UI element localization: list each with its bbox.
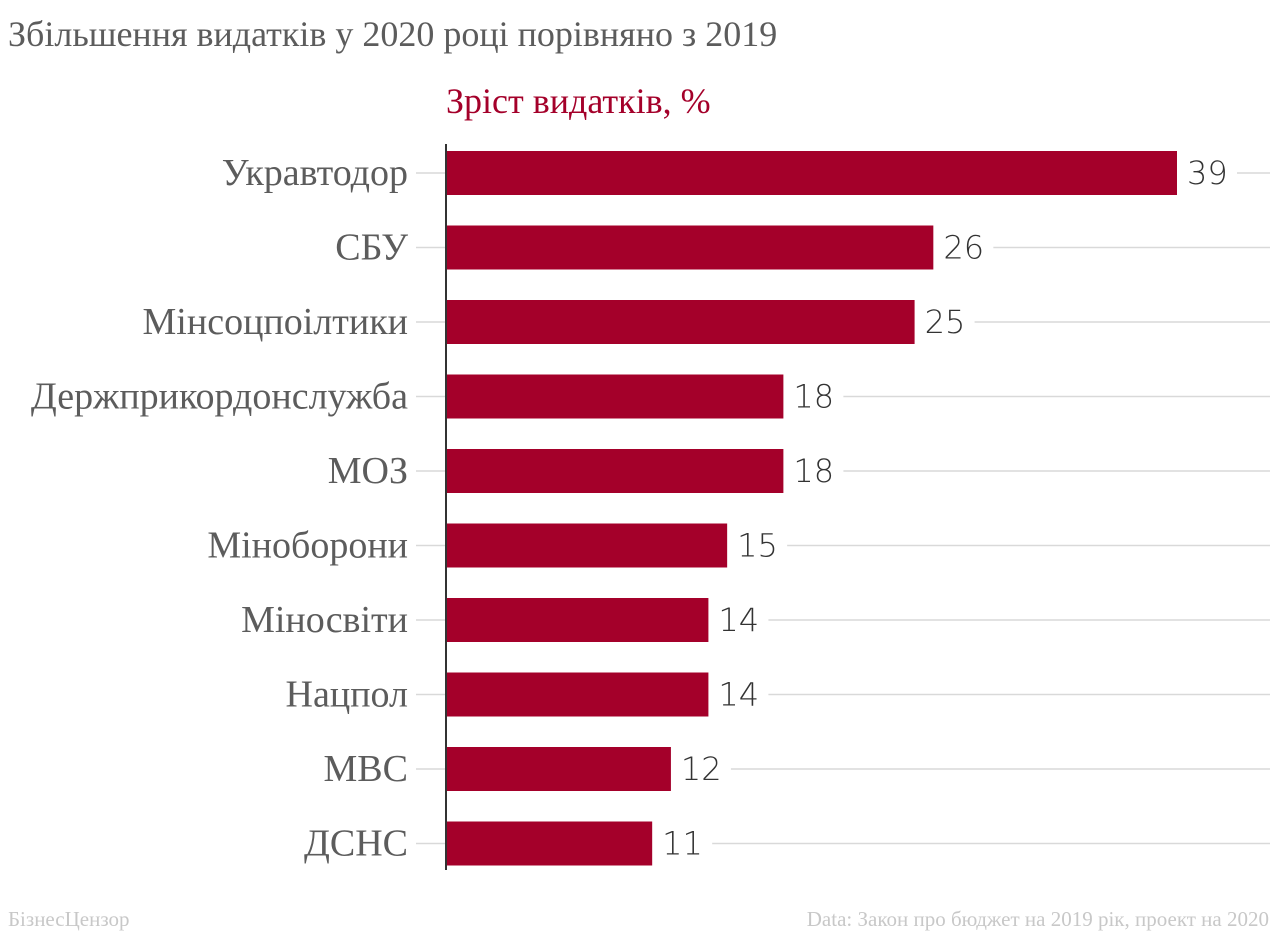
brand-credit: БізнесЦензор (8, 907, 130, 931)
bar (446, 300, 915, 344)
bar (446, 225, 934, 270)
bar (446, 821, 653, 866)
bar (446, 151, 1177, 195)
category-label: МВС (324, 748, 408, 790)
bar (446, 747, 671, 791)
source-credit: Data: Закон про бюджет на 2019 рік, прое… (806, 907, 1269, 931)
data-label: 12 (681, 750, 722, 788)
data-label: 18 (793, 452, 834, 490)
category-label: СБУ (335, 227, 408, 269)
data-label: 26 (943, 229, 984, 267)
data-label: 14 (718, 601, 759, 639)
category-label: ДСНС (304, 823, 408, 865)
bar (446, 449, 784, 493)
bar (446, 374, 784, 419)
data-label: 39 (1187, 154, 1228, 192)
data-label: 15 (737, 527, 778, 565)
category-label: Міносвіти (241, 599, 408, 641)
series-title: Зріст видатків, % (446, 81, 711, 121)
chart-title: Збільшення видатків у 2020 році порівнян… (8, 14, 778, 54)
category-label: МОЗ (328, 450, 408, 492)
category-label: Міноборони (207, 525, 408, 567)
bar (446, 598, 709, 642)
bar (446, 523, 728, 568)
data-label: 14 (718, 676, 759, 714)
bar (446, 672, 709, 717)
data-label: 25 (925, 303, 966, 341)
category-label: Укравтодор (222, 152, 408, 194)
category-label: Нацпол (286, 674, 408, 716)
category-label: Держприкордонслужба (31, 376, 408, 418)
category-label: Мінсоцпоілтики (143, 301, 408, 343)
data-label: 11 (662, 825, 703, 863)
data-label: 18 (793, 378, 834, 416)
